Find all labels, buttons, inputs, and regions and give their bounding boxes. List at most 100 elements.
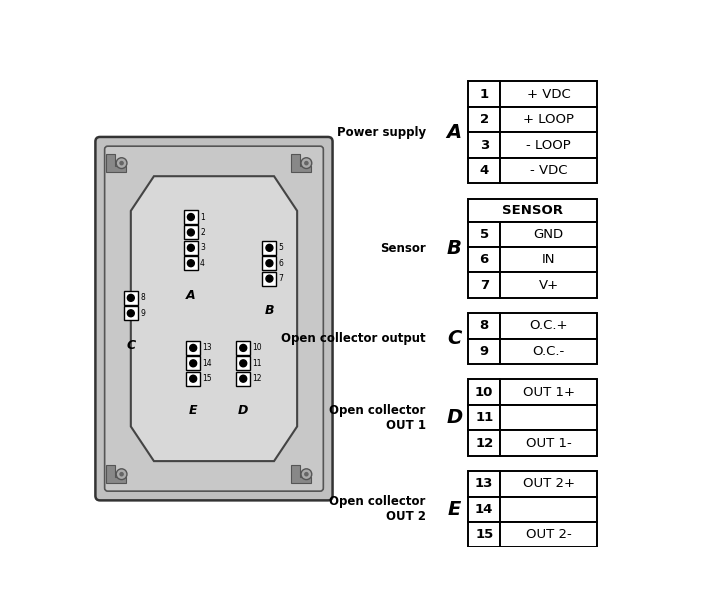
- Text: D: D: [446, 408, 462, 427]
- Circle shape: [304, 161, 309, 165]
- Text: Open collector
OUT 2: Open collector OUT 2: [330, 495, 426, 523]
- Text: 15: 15: [475, 528, 493, 541]
- Bar: [263, 272, 276, 285]
- Text: 7: 7: [278, 274, 283, 283]
- Text: E: E: [189, 404, 197, 417]
- Bar: [184, 210, 198, 224]
- Text: IN: IN: [542, 253, 555, 266]
- Bar: [501, 107, 597, 132]
- Text: 2: 2: [200, 228, 205, 237]
- Circle shape: [266, 260, 273, 267]
- Circle shape: [301, 157, 312, 169]
- Bar: [184, 226, 198, 239]
- Text: 15: 15: [202, 374, 212, 383]
- Polygon shape: [291, 154, 311, 172]
- Circle shape: [120, 472, 124, 477]
- Text: 10: 10: [253, 343, 262, 352]
- FancyBboxPatch shape: [105, 146, 323, 491]
- Circle shape: [266, 244, 273, 252]
- Text: 13: 13: [475, 477, 493, 490]
- Bar: [468, 272, 501, 298]
- Bar: [501, 221, 597, 247]
- Text: Power supply: Power supply: [337, 126, 426, 139]
- Bar: [501, 313, 597, 339]
- Bar: [468, 313, 501, 339]
- Bar: [236, 372, 250, 386]
- Text: Sensor: Sensor: [380, 242, 426, 255]
- Text: 6: 6: [278, 259, 283, 268]
- Text: 1: 1: [480, 88, 489, 101]
- Text: C: C: [126, 339, 135, 352]
- Circle shape: [116, 157, 127, 169]
- Bar: [468, 247, 501, 272]
- Text: 3: 3: [200, 244, 205, 252]
- Bar: [468, 430, 501, 456]
- Circle shape: [127, 295, 135, 301]
- Text: 4: 4: [480, 164, 489, 177]
- Text: 7: 7: [480, 279, 489, 292]
- Circle shape: [187, 213, 194, 221]
- Circle shape: [189, 360, 197, 367]
- Circle shape: [240, 375, 246, 382]
- Bar: [501, 82, 597, 107]
- Text: OUT 1+: OUT 1+: [523, 386, 575, 399]
- Bar: [124, 291, 137, 305]
- Text: - VDC: - VDC: [530, 164, 567, 177]
- Circle shape: [187, 244, 194, 252]
- Circle shape: [187, 260, 194, 267]
- Circle shape: [301, 469, 312, 480]
- Bar: [124, 306, 137, 320]
- Text: 6: 6: [480, 253, 489, 266]
- Text: E: E: [448, 500, 461, 518]
- Polygon shape: [106, 465, 126, 483]
- Text: + VDC: + VDC: [527, 88, 570, 101]
- Text: 9: 9: [140, 309, 145, 318]
- Bar: [468, 471, 501, 496]
- Text: OUT 2-: OUT 2-: [525, 528, 572, 541]
- Text: Open collector
OUT 1: Open collector OUT 1: [330, 403, 426, 432]
- Text: 1: 1: [200, 213, 205, 221]
- Circle shape: [127, 310, 135, 317]
- Bar: [501, 405, 597, 430]
- Text: 14: 14: [202, 359, 212, 368]
- Bar: [501, 272, 597, 298]
- Text: GND: GND: [533, 228, 564, 241]
- Text: D: D: [238, 404, 248, 417]
- Circle shape: [304, 472, 309, 477]
- Circle shape: [120, 161, 124, 165]
- Bar: [184, 241, 198, 255]
- Text: 14: 14: [475, 502, 493, 516]
- Bar: [468, 107, 501, 132]
- Bar: [468, 199, 597, 221]
- Bar: [468, 82, 501, 107]
- Circle shape: [240, 344, 246, 351]
- Text: A: A: [186, 288, 196, 301]
- Text: A: A: [446, 123, 462, 142]
- Bar: [501, 339, 597, 364]
- Polygon shape: [106, 154, 126, 172]
- Circle shape: [189, 344, 197, 351]
- Bar: [184, 256, 198, 270]
- Text: Open collector output: Open collector output: [281, 332, 426, 345]
- Text: 13: 13: [202, 343, 212, 352]
- Text: O.C.-: O.C.-: [533, 345, 565, 358]
- Bar: [468, 405, 501, 430]
- Bar: [187, 372, 200, 386]
- Bar: [501, 471, 597, 496]
- Bar: [501, 132, 597, 157]
- Bar: [468, 339, 501, 364]
- Polygon shape: [131, 177, 297, 461]
- Text: 3: 3: [480, 138, 489, 151]
- Text: 10: 10: [475, 386, 493, 399]
- Text: 5: 5: [480, 228, 489, 241]
- Bar: [501, 379, 597, 405]
- Circle shape: [189, 375, 197, 382]
- Bar: [187, 341, 200, 355]
- FancyBboxPatch shape: [95, 137, 333, 501]
- Text: C: C: [447, 329, 461, 348]
- Text: 5: 5: [278, 244, 283, 252]
- Text: B: B: [447, 239, 461, 258]
- Text: + LOOP: + LOOP: [523, 113, 574, 126]
- Text: 12: 12: [253, 374, 262, 383]
- Circle shape: [187, 229, 194, 236]
